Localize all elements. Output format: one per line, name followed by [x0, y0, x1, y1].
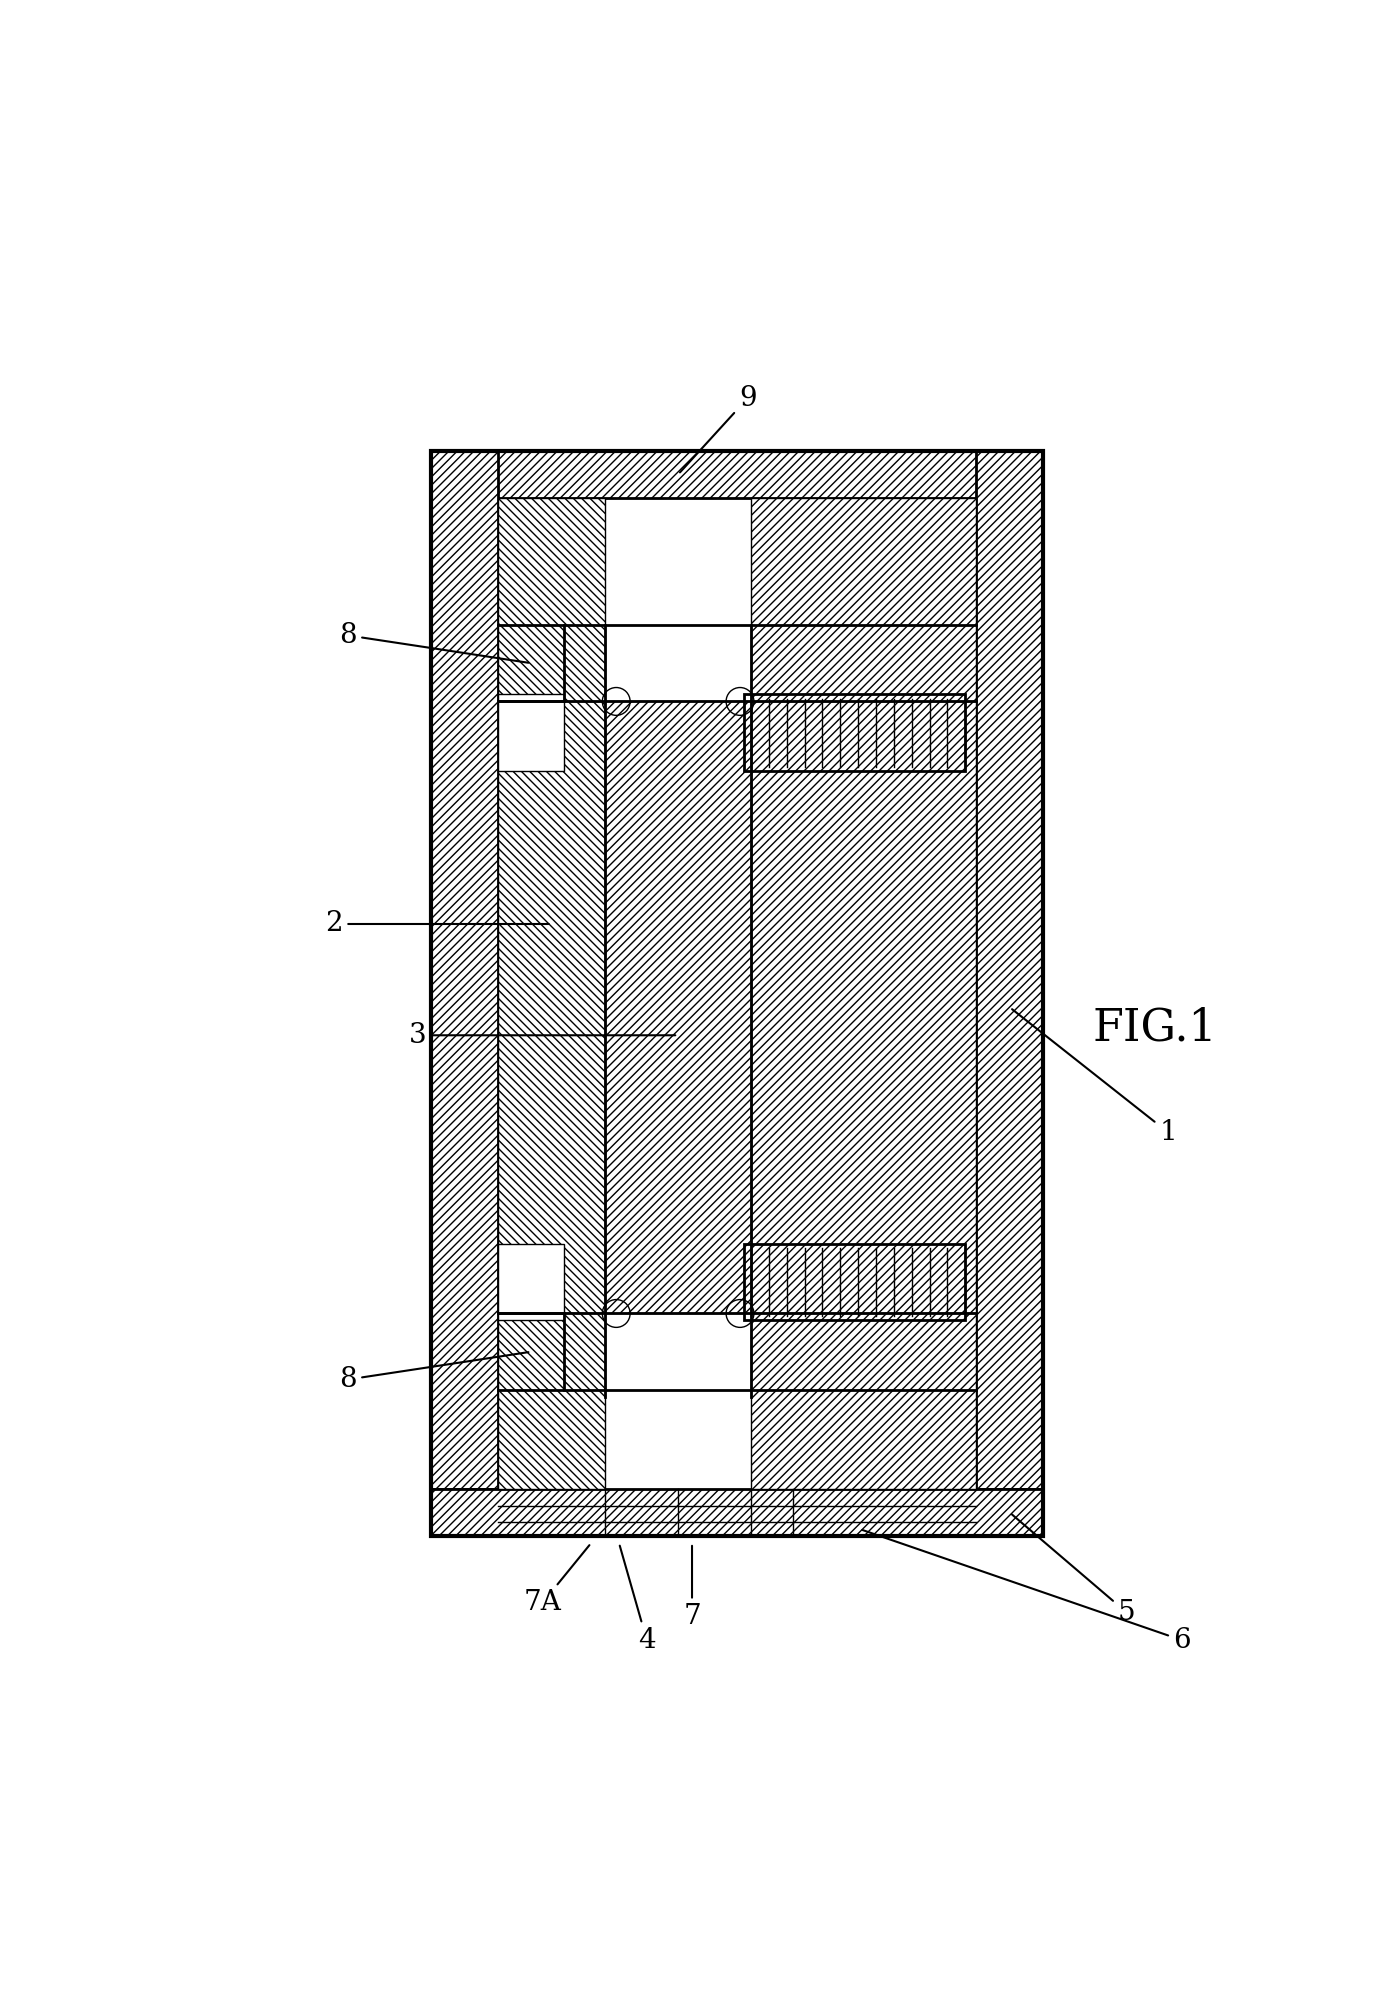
Text: FIG.1: FIG.1	[1092, 1007, 1217, 1051]
Text: 9: 9	[680, 384, 757, 472]
Text: 7A: 7A	[523, 1545, 590, 1617]
Bar	[744, 1245, 965, 1321]
Text: 1: 1	[1013, 1009, 1177, 1147]
Text: 7: 7	[683, 1545, 701, 1631]
Bar	[498, 498, 605, 702]
Text: 4: 4	[620, 1545, 655, 1655]
Bar	[751, 498, 976, 702]
Text: 8: 8	[339, 1353, 529, 1393]
Bar	[751, 702, 976, 1313]
Bar	[751, 1313, 976, 1489]
Text: 2: 2	[325, 910, 549, 938]
Bar	[976, 450, 1043, 1489]
Bar	[498, 694, 565, 770]
Text: 8: 8	[339, 622, 529, 662]
Bar	[498, 1313, 605, 1489]
Bar	[605, 702, 751, 1313]
Text: 6: 6	[862, 1531, 1191, 1655]
Bar	[431, 1489, 1043, 1537]
Bar	[431, 450, 1043, 1537]
Text: 5: 5	[1013, 1515, 1135, 1627]
Text: 3: 3	[409, 1023, 676, 1049]
Bar	[431, 450, 498, 1489]
Bar	[498, 702, 605, 1313]
Bar	[498, 1245, 565, 1321]
Bar	[431, 450, 1043, 498]
Bar	[744, 694, 965, 770]
